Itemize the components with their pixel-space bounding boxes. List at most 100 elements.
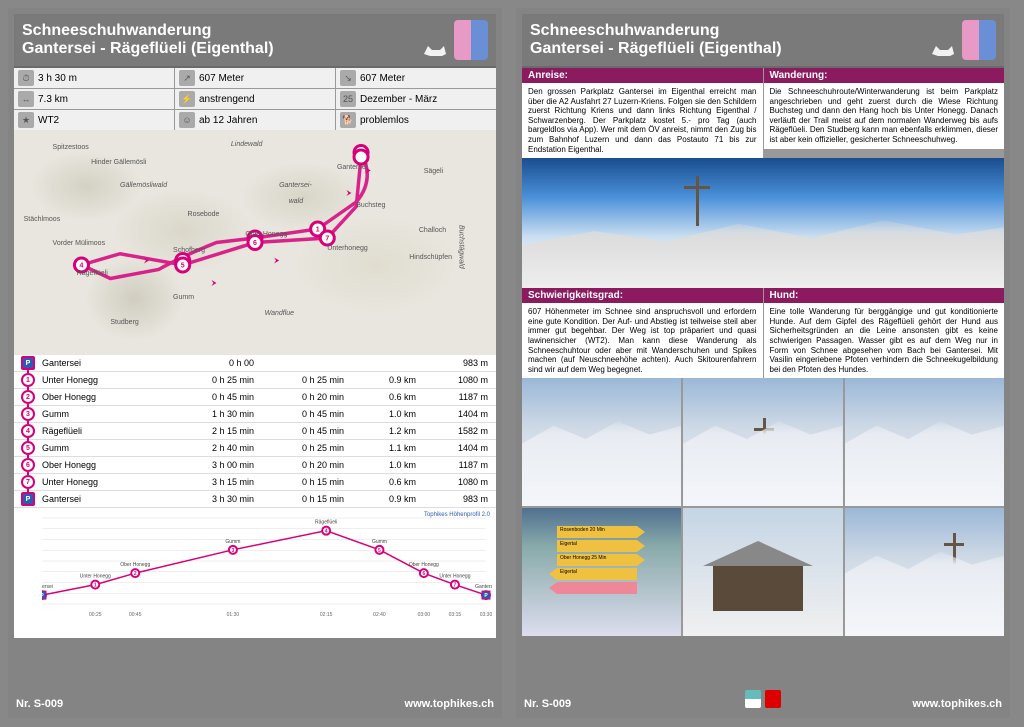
header: Schneeschuhwanderung Gantersei - Rägeflü… [522, 14, 1004, 68]
badges [745, 690, 781, 708]
waypoint-row: 2Ober Honegg0 h 45 min0 h 20 min0.6 km11… [14, 389, 496, 406]
svg-text:01:30: 01:30 [227, 612, 240, 618]
wp-dist: 0.6 km [346, 391, 418, 403]
hut-icon [713, 566, 803, 611]
difficulty-icon: ⚡ [179, 91, 195, 107]
map-label: Gumm [173, 294, 194, 301]
stat-rating: ★ WT2 [14, 110, 174, 130]
photo-5-hut [683, 508, 842, 636]
stat-age: ☺ab 12 Jahren [175, 110, 335, 130]
photo-grid: Rosenboden 20 Min Eigertal Ober Honegg 2… [522, 378, 1004, 636]
svg-text:2: 2 [134, 571, 137, 577]
svg-text:1: 1 [316, 227, 320, 234]
elevation-svg: 90010001100120013001400150016001700PGant… [42, 514, 492, 620]
svg-text:Ober Honegg: Ober Honegg [120, 562, 150, 568]
map-label: Buchsteg [356, 202, 385, 209]
waypoint-table: PGantersei0 h 00983 m1Unter Honegg0 h 25… [14, 355, 496, 508]
photo-4-signpost: Rosenboden 20 Min Eigertal Ober Honegg 2… [522, 508, 681, 636]
route-map: P1234567P SpitzestoosHinder GällemösliGä… [14, 130, 496, 355]
svg-text:03:30: 03:30 [480, 612, 492, 618]
wp-dist: 1.0 km [346, 459, 418, 471]
wp-dist [346, 362, 418, 364]
swiss-badge-icon [765, 690, 781, 708]
header-text: Schneeschuhwanderung Gantersei - Rägeflü… [22, 22, 422, 59]
waypoint-row: 3Gumm1 h 30 min0 h 45 min1.0 km1404 m [14, 406, 496, 423]
stat-ascent: ↗607 Meter [175, 68, 335, 88]
svg-text:4: 4 [80, 263, 84, 270]
section-head-wanderung: Wanderung: [764, 68, 1005, 83]
svg-text:00:45: 00:45 [129, 612, 142, 618]
title-line-1: Schneeschuhwanderung [530, 22, 930, 40]
map-label: Stächlmoos [24, 216, 61, 223]
waypoint-row: PGantersei3 h 30 min0 h 15 min0.9 km983 … [14, 491, 496, 508]
stat-value: 607 Meter [199, 73, 244, 84]
stat-value: problemlos [360, 115, 409, 126]
schwierig-text: 607 Höhenmeter im Schnee sind anspruchsv… [522, 303, 763, 378]
svg-text:03:15: 03:15 [449, 612, 462, 618]
sign-arm: Eigertal [557, 568, 637, 580]
cross-icon [763, 418, 766, 448]
stat-value: Dezember - März [360, 94, 437, 105]
page-1: Schneeschuhwanderung Gantersei - Rägeflü… [8, 8, 502, 718]
footer-nr: Nr. S-009 [16, 698, 63, 710]
waypoint-row: PGantersei0 h 00983 m [14, 355, 496, 372]
svg-text:7: 7 [454, 583, 457, 589]
distance-icon: ↔ [18, 91, 34, 107]
title-line-2: Gantersei - Rägeflüeli (Eigenthal) [22, 40, 422, 58]
rating-icon: ★ [18, 112, 34, 128]
svg-text:03:00: 03:00 [418, 612, 431, 618]
panorama-photo: .pano .cross::after{width:26px; top:10px… [522, 158, 1004, 288]
footer-url: www.tophikes.ch [913, 698, 1002, 710]
title-line-2: Gantersei - Rägeflüeli (Eigenthal) [530, 40, 930, 58]
waypoint-marker: 1 [21, 373, 35, 387]
dog-icon: 🐕 [340, 112, 356, 128]
section-head-anreise: Anreise: [522, 68, 763, 83]
hikers-icon [962, 20, 996, 60]
map-label: Studberg [110, 319, 138, 326]
text-section-2: Schwierigkeitsgrad: 607 Höhenmeter im Sc… [522, 288, 1004, 378]
svg-text:4: 4 [325, 529, 328, 535]
waypoint-row: 6Ober Honegg3 h 00 min0 h 20 min1.0 km11… [14, 457, 496, 474]
stat-value: ab 12 Jahren [199, 115, 257, 126]
wp-seg: 0 h 15 min [256, 493, 346, 505]
svg-text:5: 5 [378, 548, 381, 554]
sign-arm-pink [557, 582, 637, 594]
stat-value: 7.3 km [38, 94, 68, 105]
wp-seg: 0 h 45 min [256, 408, 346, 420]
elevation-chart: Tophikes Höhenprofil 2.0 900100011001200… [14, 508, 496, 638]
wp-dist: 0.6 km [346, 476, 418, 488]
map-label: Hinder Gällemösli [91, 159, 146, 166]
svg-text:02:15: 02:15 [320, 612, 333, 618]
map-label: Gantersei [337, 164, 367, 171]
svg-text:Rägeflüeli: Rägeflüeli [315, 520, 337, 526]
wp-name: Rägeflüeli [40, 425, 166, 437]
wp-elev: 1187 m [418, 459, 490, 471]
summit-cross-icon [696, 176, 699, 226]
svg-text:00:25: 00:25 [89, 612, 102, 618]
svg-text:Unter Honegg: Unter Honegg [439, 574, 470, 580]
wp-dist: 1.1 km [346, 442, 418, 454]
waypoint-marker: P [21, 356, 35, 370]
footer: Nr. S-009 www.tophikes.ch [14, 692, 496, 712]
stat-distance: ↔ 7.3 km [14, 89, 174, 109]
map-label: Unterhonegg [327, 245, 367, 252]
section-head-hund: Hund: [764, 288, 1005, 303]
stat-difficulty: ⚡ anstrengend [175, 89, 335, 109]
stat-value: anstrengend [199, 94, 255, 105]
wp-name: Gantersei [40, 357, 166, 369]
header: Schneeschuhwanderung Gantersei - Rägeflü… [14, 14, 496, 68]
text-section-1: Anreise: Den grossen Parkplatz Gantersei… [522, 68, 1004, 158]
footer-nr: Nr. S-009 [524, 698, 571, 710]
wp-name: Gumm [40, 408, 166, 420]
waypoint-marker: 6 [21, 458, 35, 472]
stat-value: 3 h 30 m [38, 73, 77, 84]
fox-icon [930, 40, 958, 60]
stat-duration: ⏱3 h 30 m [14, 68, 174, 88]
photo-2 [683, 378, 842, 506]
wp-cum: 3 h 15 min [166, 476, 256, 488]
photo-1 [522, 378, 681, 506]
stat-value: WT2 [38, 115, 59, 126]
map-label: Spitzestoos [53, 144, 89, 151]
hund-col: Hund: Eine tolle Wanderung für berggängi… [764, 288, 1005, 378]
footer: Nr. S-009 www.tophikes.ch [522, 692, 1004, 712]
